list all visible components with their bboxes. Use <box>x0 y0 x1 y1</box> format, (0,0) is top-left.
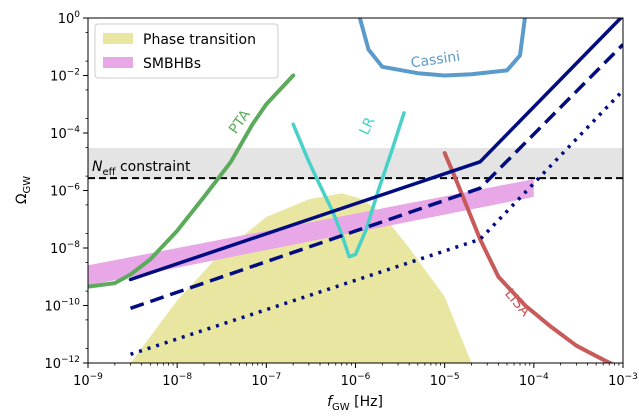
y-tick-label: 10−6 <box>50 183 80 200</box>
lr-curve <box>291 111 406 259</box>
pta-curve <box>88 73 296 289</box>
bands-layer <box>88 179 534 363</box>
legend-label-smbhbs: SMBHBs <box>143 56 201 72</box>
neff-layer: Neff constraint <box>88 148 623 180</box>
model-5-curve <box>129 43 623 310</box>
lr-label: LR <box>357 115 379 138</box>
legend: Phase transition SMBHBs <box>94 23 279 79</box>
model-6-curve <box>129 89 623 356</box>
x-tick-label: 10−5 <box>430 372 460 389</box>
legend-swatch-smbhbs <box>103 57 133 68</box>
ticks-layer: 10−9 10−8 10−7 10−6 10−5 10−4 10−3 10−12 10−10 10… <box>44 10 637 389</box>
x-axis-label-unit: [Hz] <box>350 394 383 410</box>
x-axis-label-sub: GW <box>332 402 350 413</box>
cassini-label: Cassini <box>410 49 461 72</box>
legend-label-phase-transition: Phase transition <box>143 32 256 48</box>
series-layer <box>88 18 623 363</box>
y-tick-label: 10−8 <box>50 240 80 257</box>
neff-band <box>88 148 623 180</box>
y-tick-label: 10−2 <box>50 68 80 85</box>
y-tick-label: 10−4 <box>50 125 80 142</box>
x-tick-label: 10−7 <box>251 372 281 389</box>
y-tick-label: 100 <box>58 10 81 27</box>
x-tick-label: 10−6 <box>341 372 371 389</box>
y-axis-label: ΩGW <box>14 176 33 204</box>
x-tick-label: 10−9 <box>73 372 103 389</box>
x-tick-label: 10−4 <box>519 372 549 389</box>
neff-constraint-label: Neff constraint <box>92 159 191 178</box>
smbhbs-band <box>88 179 534 286</box>
phase-transition-band <box>130 193 472 363</box>
y-tick-label: 10−10 <box>44 298 80 315</box>
cassini-curve <box>357 18 527 78</box>
x-tick-label: 10−3 <box>608 372 638 389</box>
y-tick-label: 10−12 <box>44 355 80 372</box>
model-4-curve <box>128 18 623 282</box>
x-axis-label: fGW [Hz] <box>327 394 383 413</box>
legend-swatch-phase-transition <box>103 33 133 44</box>
x-axis-label-main: f <box>327 394 334 410</box>
lisa-curve <box>442 151 615 363</box>
legend-box <box>94 23 279 79</box>
x-tick-label: 10−8 <box>162 372 192 389</box>
